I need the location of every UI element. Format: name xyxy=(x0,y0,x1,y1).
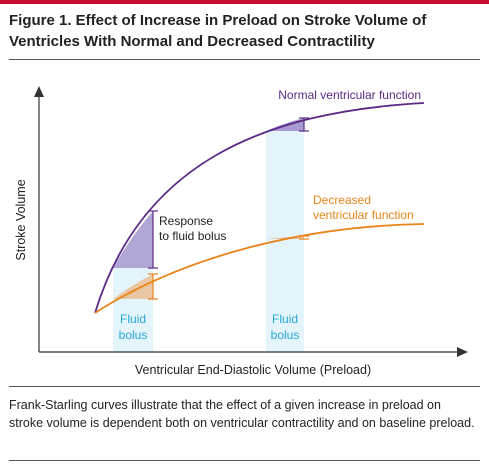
response-bracket-normal-high xyxy=(299,117,309,132)
caption-divider-bottom xyxy=(9,460,480,461)
bolus-left-label-line2: bolus xyxy=(119,328,148,342)
bolus-right-label-line2: bolus xyxy=(271,328,300,342)
decreased-function-curve xyxy=(94,223,425,314)
normal-function-curve xyxy=(94,102,425,314)
response-area-normal-high xyxy=(266,118,304,131)
response-bracket-decreased-low xyxy=(148,273,158,300)
top-accent-bar xyxy=(0,0,489,4)
caption-divider-top xyxy=(9,386,480,387)
bolus-right-label-line1: Fluid xyxy=(272,312,298,326)
bolus-left-label-line1: Fluid xyxy=(120,312,146,326)
figure-title: Figure 1. Effect of Increase in Preload … xyxy=(9,12,427,50)
figure-caption: Frank-Starling curves illustrate that th… xyxy=(9,398,475,430)
response-area-decreased-low xyxy=(113,274,153,299)
decreased-curve-label-line1: Decreased xyxy=(313,193,371,207)
response-bracket-decreased-high xyxy=(299,235,309,240)
response-area-normal-low xyxy=(113,211,153,268)
x-axis-arrow xyxy=(457,347,468,357)
response-label-line2: to fluid bolus xyxy=(159,229,226,243)
decreased-curve-label-line2: ventricular function xyxy=(313,208,414,222)
title-divider xyxy=(9,59,480,60)
response-bracket-normal-low xyxy=(148,210,158,269)
y-axis-arrow xyxy=(34,86,44,97)
x-axis-label: Ventricular End-Diastolic Volume (Preloa… xyxy=(135,363,371,377)
response-label-line1: Response xyxy=(159,214,213,228)
y-axis-label: Stroke Volume xyxy=(14,179,28,260)
normal-curve-label: Normal ventricular function xyxy=(278,88,421,102)
